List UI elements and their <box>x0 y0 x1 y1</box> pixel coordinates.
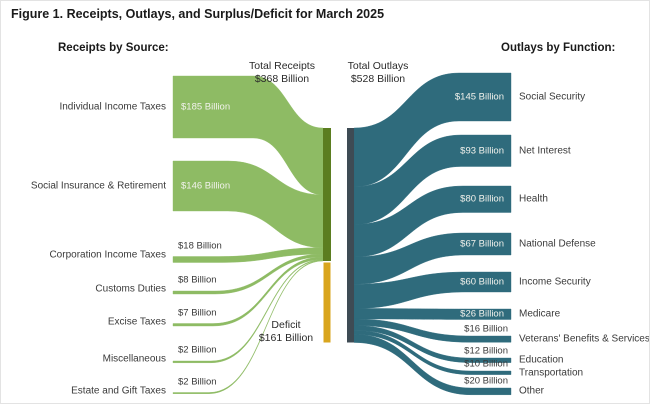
outlay-function-label: Health <box>519 193 548 205</box>
total-outlays-value: $528 Billion <box>350 73 406 85</box>
outlay-flow-7 <box>353 318 512 343</box>
receipt-source-label: Excise Taxes <box>107 316 166 327</box>
total-outlays-label: Total Outlays $528 Billion <box>313 60 443 86</box>
outlay-function-label: National Defense <box>519 238 596 250</box>
outlay-value-label: $26 Billion <box>460 308 504 320</box>
outlay-flow-9 <box>353 330 512 375</box>
outlay-flow-8 <box>353 325 512 363</box>
receipt-value-label: $2 Billion <box>178 344 217 356</box>
chart-title: Figure 1. Receipts, Outlays, and Surplus… <box>11 7 385 21</box>
total-outlays-bar <box>347 128 354 343</box>
outlay-function-label: Veterans' Benefits & Services <box>519 333 650 345</box>
total-receipts-label: Total Receipts $368 Billion <box>217 60 347 86</box>
deficit-title: Deficit <box>271 319 301 331</box>
outlay-function-label: Net Interest <box>519 145 571 157</box>
outlay-flow-1 <box>353 72 512 187</box>
outlay-function-label: Social Security <box>519 91 586 103</box>
deficit-label: Deficit $161 Billion <box>226 319 346 344</box>
receipt-source-label: Corporation Income Taxes <box>49 249 166 260</box>
total-receipts-title: Total Receipts <box>249 60 315 72</box>
outlay-value-label: $145 Billion <box>454 91 504 103</box>
outlay-value-label: $93 Billion <box>460 145 504 157</box>
outlay-flow-2 <box>353 134 512 225</box>
outlay-function-label: Transportation <box>519 367 584 379</box>
receipt-value-label: $185 Billion <box>181 101 231 113</box>
outlay-flow-5 <box>353 271 512 309</box>
deficit-bar <box>323 262 331 343</box>
outlays-header: Outlays by Function: <box>501 42 616 54</box>
total-receipts-value: $368 Billion <box>254 73 310 85</box>
outlay-value-label: $67 Billion <box>460 238 504 250</box>
outlay-value-label: $16 Billion <box>464 323 508 335</box>
outlay-flow-6 <box>353 308 512 320</box>
receipt-source-label: Estate and Gift Taxes <box>71 385 166 396</box>
outlay-value-label: $10 Billion <box>464 358 508 370</box>
outlay-value-label: $20 Billion <box>464 375 508 387</box>
outlay-function-label: Medicare <box>519 308 561 320</box>
total-receipts-bar <box>323 128 331 261</box>
outlay-flow-10 <box>353 334 512 395</box>
outlay-value-label: $80 Billion <box>460 193 504 205</box>
total-outlays-title: Total Outlays <box>347 60 409 72</box>
outlay-value-label: $60 Billion <box>460 276 504 288</box>
outlay-function-label: Income Security <box>519 276 591 288</box>
receipt-value-label: $7 Billion <box>178 307 217 318</box>
outlay-value-label: $12 Billion <box>464 345 508 357</box>
outlay-function-label: Other <box>519 385 545 397</box>
receipts-header: Receipts by Source: <box>58 42 169 54</box>
deficit-value: $161 Billion <box>258 331 314 344</box>
receipt-value-label: $146 Billion <box>181 180 231 192</box>
receipt-source-label: Individual Income Taxes <box>59 101 166 113</box>
outlay-function-label: Education <box>519 354 564 366</box>
receipt-source-label: Miscellaneous <box>102 353 166 365</box>
receipt-source-label: Social Insurance & Retirement <box>30 180 166 192</box>
receipt-value-label: $8 Billion <box>178 274 217 286</box>
outlay-flow-3 <box>353 185 512 258</box>
receipt-source-label: Customs Duties <box>95 283 166 295</box>
receipt-value-label: $18 Billion <box>178 240 222 251</box>
outlay-flow-4 <box>353 232 512 285</box>
receipt-value-label: $2 Billion <box>178 376 217 387</box>
